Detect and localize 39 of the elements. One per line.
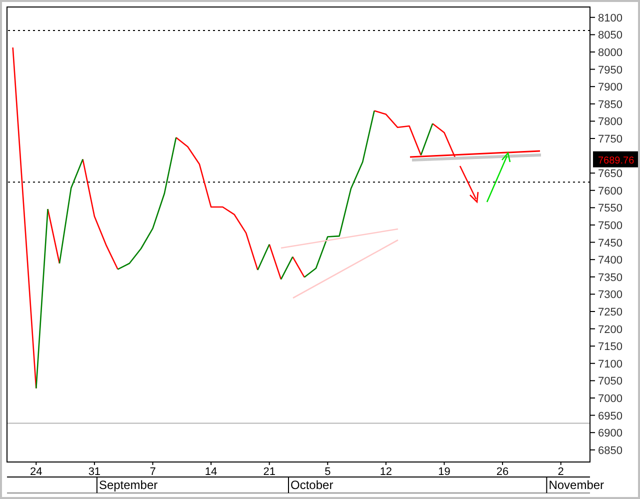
x-tick-label: 26 (496, 466, 509, 478)
y-tick-label: 7500 (598, 220, 622, 232)
y-tick-label: 7650 (598, 168, 622, 180)
y-tick-label: 8050 (598, 30, 622, 42)
y-tick-label: 7300 (598, 289, 622, 302)
y-tick-label: 8100 (598, 12, 622, 24)
y-tick-label: 7689.76 (598, 155, 635, 166)
y-tick-label: 7250 (598, 306, 622, 318)
y-tick-label: 7350 (598, 272, 622, 284)
x-tick-label: 31 (88, 466, 101, 478)
y-tick-label: 6850 (598, 444, 622, 457)
y-tick-label: 7850 (598, 98, 622, 111)
y-tick-label: 7100 (598, 358, 622, 370)
y-tick-label: 7800 (598, 116, 622, 128)
text: November (548, 478, 604, 492)
y-tick-label: 7900 (598, 82, 622, 94)
y-tick-label: 7550 (598, 202, 622, 215)
text: September (98, 478, 158, 492)
x-tick-label: 12 (380, 466, 392, 478)
y-tick-label: 7400 (598, 254, 622, 267)
x-tick-label: 7 (150, 466, 156, 478)
y-tick-label: 6950 (598, 410, 622, 422)
y-tick-label: 8000 (598, 46, 622, 59)
y-tick-label: 7050 (598, 376, 622, 388)
y-tick-label: 7600 (598, 185, 622, 198)
y-tick-label: 7950 (598, 64, 622, 76)
y-tick-label: 6900 (598, 428, 622, 440)
y-tick-label: 7750 (598, 133, 622, 146)
y-tick-label: 7000 (598, 392, 622, 405)
x-tick-label: 21 (263, 466, 276, 478)
x-tick-label: 19 (438, 466, 450, 478)
y-tick-label: 7200 (598, 324, 622, 336)
y-tick-label: 7450 (598, 237, 622, 250)
x-tick-label: 5 (324, 466, 331, 478)
text: October (290, 478, 334, 492)
y-tick-label: 7150 (598, 341, 622, 354)
x-tick-label: 24 (30, 466, 42, 478)
x-tick-label: 14 (204, 466, 218, 478)
x-tick-label: 2 (558, 466, 564, 478)
